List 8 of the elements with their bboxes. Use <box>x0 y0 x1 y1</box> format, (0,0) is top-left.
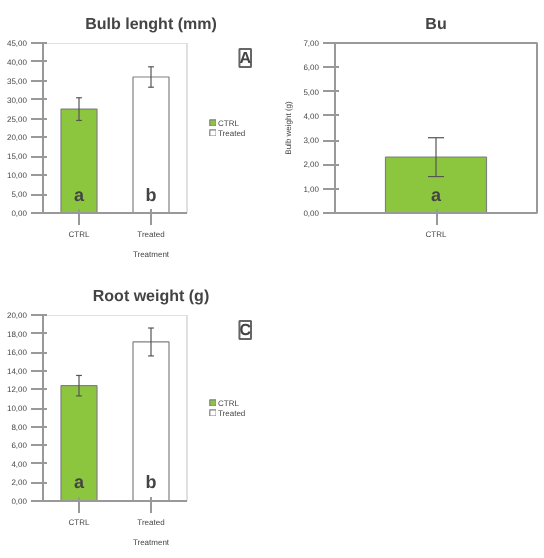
chart-title: Bulb lenght (mm) <box>85 15 218 33</box>
annotation: a <box>430 184 443 205</box>
annotation: a <box>73 184 86 205</box>
chart-title: Bu <box>425 15 447 33</box>
annotation: b <box>145 184 158 205</box>
chart-title: Root weight (g) <box>92 287 210 305</box>
annotation: a <box>73 471 86 492</box>
annotation: b <box>145 471 158 492</box>
